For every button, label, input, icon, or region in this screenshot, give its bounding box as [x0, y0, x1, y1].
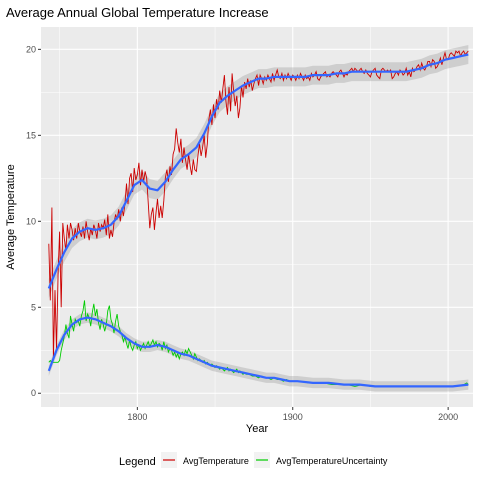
grid-minor [41, 27, 473, 407]
x-axis-title: Year [246, 423, 269, 435]
legend: Legend AvgTemperature AvgTemperatureUnce… [119, 452, 388, 468]
y-axis-title: Average Temperature [5, 164, 17, 269]
smooth-lines [47, 53, 469, 388]
confidence-band-0 [48, 45, 469, 298]
legend-title: Legend [119, 456, 156, 468]
x-tick-label: 1900 [283, 412, 303, 422]
y-axis: 0 5 10 15 20 [26, 44, 41, 398]
y-tick-label: 5 [31, 302, 36, 312]
x-axis: 1800 1900 2000 [127, 407, 458, 422]
x-tick-label: 1800 [127, 412, 147, 422]
y-tick-label: 10 [26, 216, 36, 226]
legend-label-avgtemperature: AvgTemperature [183, 456, 249, 466]
y-tick-label: 20 [26, 44, 36, 54]
chart-title: Average Annual Global Temperature Increa… [6, 5, 269, 20]
grid-major [41, 27, 473, 407]
y-tick-label: 0 [31, 388, 36, 398]
legend-label-avgtemperatureuncertainty: AvgTemperatureUncertainty [276, 456, 388, 466]
plot-panel [41, 27, 473, 407]
x-tick-label: 2000 [438, 412, 458, 422]
smooth-line-avgtemperature [47, 53, 469, 289]
smooth-line-avgtemperatureuncertainty [47, 316, 469, 388]
y-tick-label: 15 [26, 130, 36, 140]
series-line-avgtemperature [48, 50, 469, 359]
